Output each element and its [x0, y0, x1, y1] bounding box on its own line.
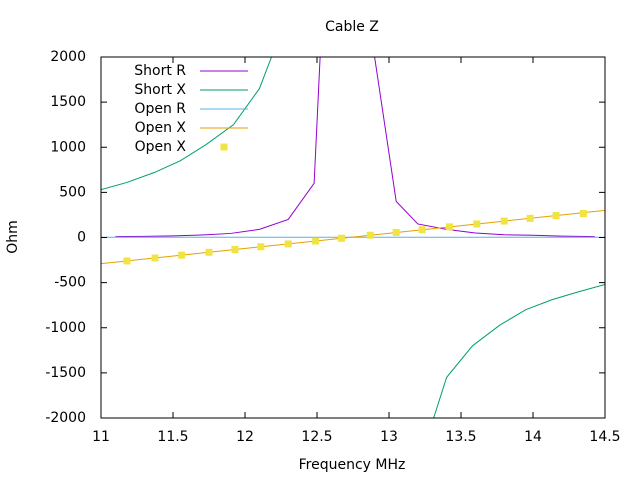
legend-label: Short R [134, 63, 186, 79]
series-point [579, 209, 587, 217]
legend-label: Open R [134, 101, 186, 117]
series-point [526, 214, 534, 222]
y-tick-label: 2000 [50, 49, 86, 65]
x-tick-label: 13.5 [445, 429, 476, 445]
legend-swatch [220, 143, 228, 151]
plot-area [101, 57, 605, 418]
x-tick-label: 14.5 [589, 429, 620, 445]
series-line [101, 57, 273, 191]
y-tick-label: 1000 [50, 139, 86, 155]
y-tick-label: -500 [54, 275, 86, 291]
y-tick-label: 1500 [50, 94, 86, 110]
y-axis-label: Ohm [5, 220, 21, 254]
series-point [312, 237, 320, 245]
series-point [418, 226, 426, 234]
y-tick-label: -2000 [45, 410, 86, 426]
series-point [178, 251, 186, 259]
chart-title: Cable Z [325, 19, 379, 35]
x-tick-label: 11.5 [157, 429, 188, 445]
series-point [445, 223, 453, 231]
series-point [284, 240, 292, 248]
x-tick-label: 13 [380, 429, 398, 445]
x-axis-label: Frequency MHz [299, 457, 406, 473]
legend-label: Short X [134, 82, 186, 98]
x-tick-label: 14 [524, 429, 542, 445]
series-point [205, 248, 213, 256]
y-tick-label: -1000 [45, 320, 86, 336]
series-point [473, 220, 481, 228]
y-tick-label: -1500 [45, 365, 86, 381]
y-tick-label: 500 [59, 184, 86, 200]
series-point [257, 243, 265, 251]
legend-label: Open X [135, 139, 187, 155]
y-tick-label: 0 [77, 230, 86, 246]
series-point [500, 217, 508, 225]
x-tick-label: 12 [236, 429, 254, 445]
series-line [433, 283, 605, 418]
series-point [392, 228, 400, 236]
series-point [337, 234, 345, 242]
x-tick-label: 11 [92, 429, 110, 445]
series-point [123, 257, 131, 265]
series-point [366, 231, 374, 239]
legend-label: Open X [135, 120, 187, 136]
series-point [231, 246, 239, 254]
series-point [151, 254, 159, 262]
x-tick-label: 12.5 [301, 429, 332, 445]
series-line [115, 57, 595, 238]
series-point [552, 212, 560, 220]
